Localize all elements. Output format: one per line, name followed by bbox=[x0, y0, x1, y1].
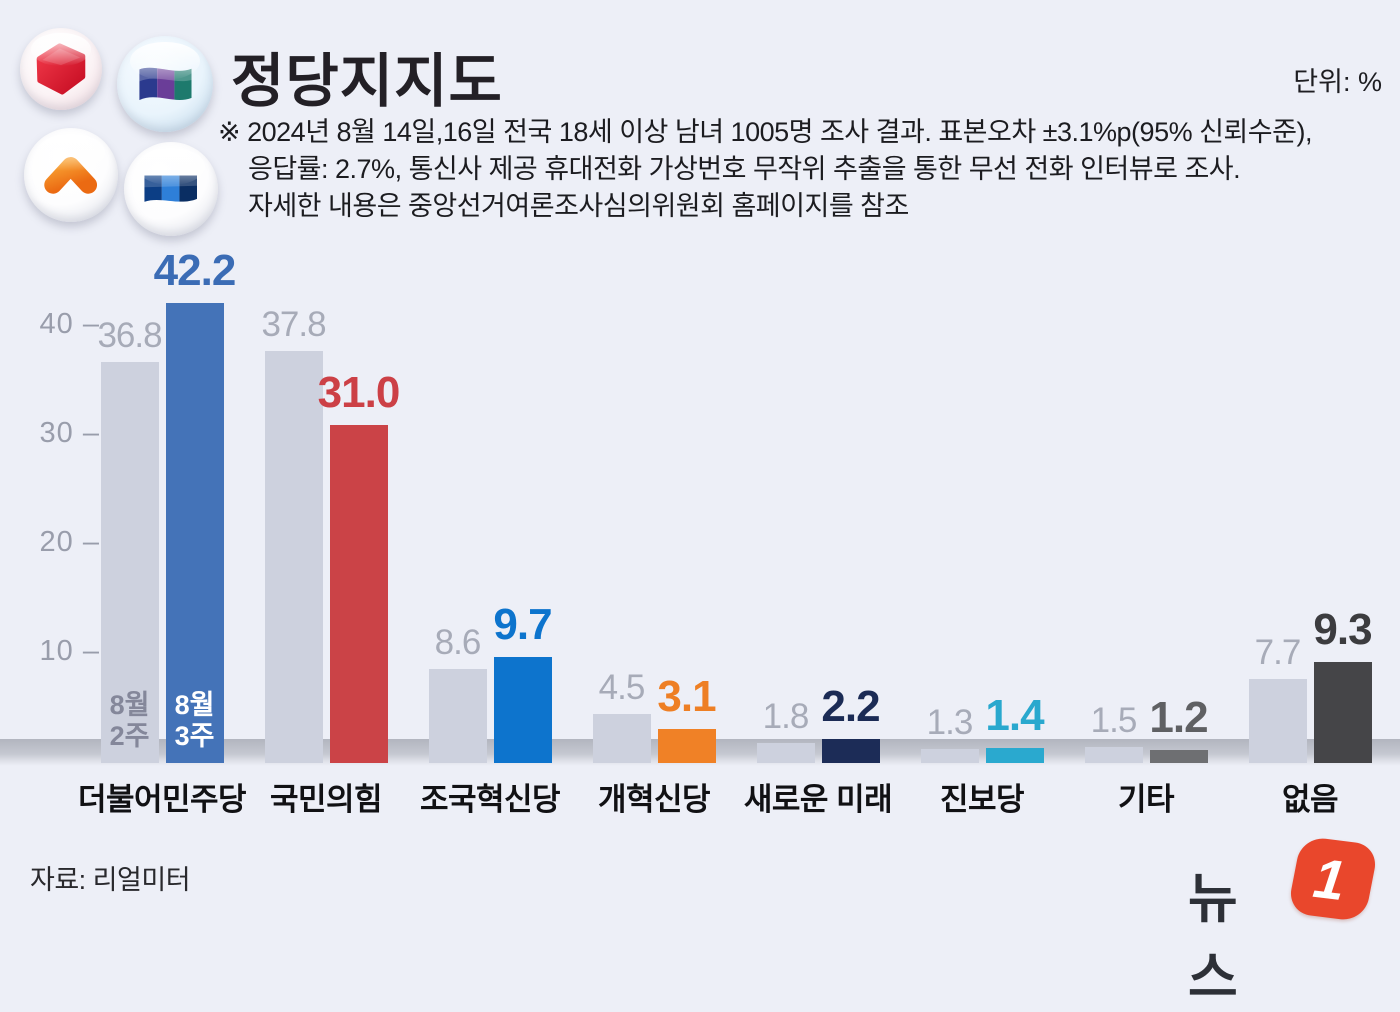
y-axis-tick-20: 20 – bbox=[14, 526, 100, 559]
value-label-week3-7: 9.3 bbox=[1283, 605, 1400, 655]
value-label-week3-2: 9.7 bbox=[463, 600, 583, 650]
bar-week2-2 bbox=[429, 669, 487, 763]
news1-logo-badge-digit: 1 bbox=[1311, 844, 1356, 913]
value-label-week2-0: 36.8 bbox=[70, 316, 190, 356]
news1-logo: 뉴스 1 bbox=[1188, 836, 1378, 926]
bar-week2-4 bbox=[757, 743, 815, 763]
y-axis-tick-30: 30 – bbox=[14, 417, 100, 450]
bar-week3-2 bbox=[494, 657, 552, 763]
value-label-week2-1: 37.8 bbox=[234, 305, 354, 345]
category-label-7: 없음 bbox=[1195, 774, 1400, 819]
bar-week3-5 bbox=[986, 748, 1044, 763]
bar-week2-5 bbox=[921, 749, 979, 763]
y-axis-tick-10: 10 – bbox=[14, 635, 100, 668]
bar-week3-3 bbox=[658, 729, 716, 763]
bar-week3-6 bbox=[1150, 750, 1208, 763]
bar-week2-6 bbox=[1085, 747, 1143, 763]
bar-week3-7 bbox=[1314, 662, 1372, 763]
bar-week2-7 bbox=[1249, 679, 1307, 763]
source-label: 자료: 리얼미터 bbox=[30, 858, 190, 897]
news1-logo-text: 뉴스 bbox=[1188, 854, 1276, 1012]
bar-week3-1 bbox=[330, 425, 388, 763]
bar-week3-4 bbox=[822, 739, 880, 763]
news1-logo-badge: 1 bbox=[1287, 836, 1379, 922]
value-label-week3-0: 42.2 bbox=[135, 246, 255, 296]
value-label-week3-6: 1.2 bbox=[1119, 693, 1239, 743]
value-label-week3-1: 31.0 bbox=[299, 368, 419, 418]
